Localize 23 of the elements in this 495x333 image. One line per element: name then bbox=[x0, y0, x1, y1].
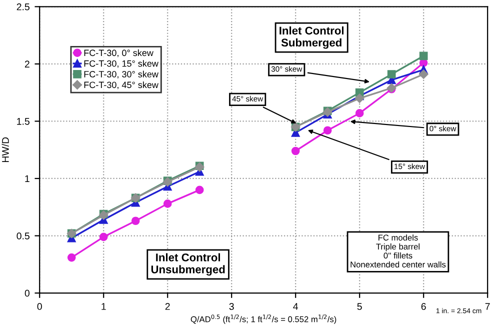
legend-label: FC-T-30, 15° skew bbox=[84, 60, 158, 68]
x-tick-label: 0 bbox=[37, 303, 42, 310]
annotation: Inlet Control Unsubmerged bbox=[151, 253, 225, 276]
x-tick-label: 2 bbox=[165, 303, 170, 310]
annotation: FC models Triple barrel 0'' fillets Nonextended center walls bbox=[350, 234, 446, 268]
x-tick-label: 1 bbox=[102, 303, 106, 310]
y-axis-title: HW/D bbox=[2, 137, 9, 162]
y-tick-label: 1.5 bbox=[17, 118, 30, 125]
y-tick-label: 2 bbox=[24, 60, 30, 68]
y-tick-label: 2.5 bbox=[16, 3, 30, 10]
x-tick-label: 5 bbox=[357, 303, 362, 310]
x-tick-label: 4 bbox=[293, 303, 298, 310]
x-tick-label: 6 bbox=[421, 303, 426, 310]
legend-label: FC-T-30, 45° skew bbox=[84, 81, 158, 90]
y-tick-label: 0 bbox=[24, 290, 30, 297]
legend-label: FC-T-30, 30° skew bbox=[84, 70, 158, 78]
text: Q/AD$^{0.5}$ (ft$^{1/2}$/s; 1 ft$^{1/2}$/s = 0.552 m$^{1/2}$/s) bbox=[190, 314, 336, 324]
y-tick-label: 1 bbox=[25, 175, 30, 182]
y-tick-label: 0.5 bbox=[16, 232, 30, 240]
x-tick-label: 7 bbox=[485, 303, 490, 310]
x-tick-label: 3 bbox=[229, 303, 234, 310]
legend-label: FC-T-30, 0° skew bbox=[84, 49, 154, 58]
annotation: Inlet Control Submerged bbox=[280, 26, 344, 49]
